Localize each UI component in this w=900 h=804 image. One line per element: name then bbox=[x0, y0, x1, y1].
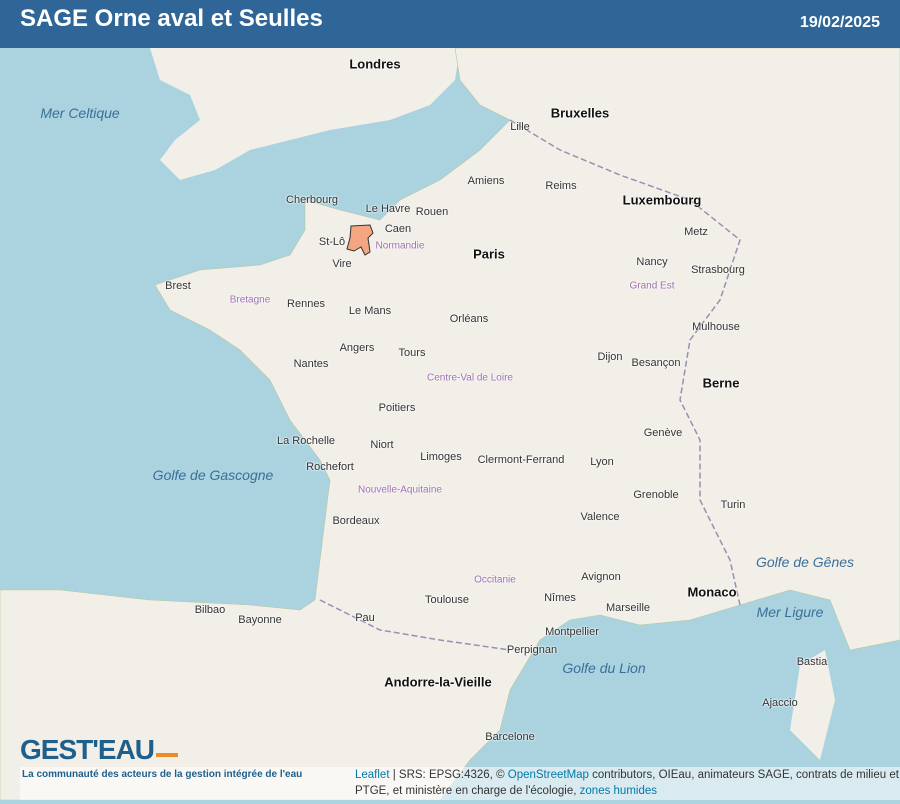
city-label: Nantes bbox=[293, 358, 329, 370]
map-canvas[interactable]: Londres Paris Bruxelles Luxembourg Le Havre R… bbox=[0, 47, 900, 801]
city-label: Amiens bbox=[467, 175, 505, 187]
city-label: Genève bbox=[643, 427, 683, 439]
city-label: Luxembourg bbox=[622, 192, 702, 208]
sea-label: Golfe de Gênes bbox=[755, 554, 855, 570]
city-label: Vire bbox=[332, 258, 352, 270]
logo-text: GEST'EAU bbox=[20, 734, 155, 765]
city-label: Rennes bbox=[287, 298, 325, 310]
city-label: Berne bbox=[702, 375, 740, 391]
city-label: Barcelone bbox=[485, 731, 535, 743]
attribution-text: contributors, OIEau, animateurs SAGE, co… bbox=[355, 769, 899, 797]
city-label: St-Lô bbox=[318, 236, 346, 248]
city-label: Bordeaux bbox=[332, 515, 380, 527]
city-label: Strasbourg bbox=[691, 264, 745, 276]
logo-dash bbox=[156, 752, 179, 757]
city-label: Dijon bbox=[597, 351, 623, 363]
city-label: La Rochelle bbox=[276, 435, 336, 447]
city-label: Metz bbox=[684, 226, 708, 238]
sea-label: Golfe du Lion bbox=[562, 660, 646, 676]
city-label: Perpignan bbox=[506, 644, 558, 656]
gesteau-logo: GEST'EAU bbox=[20, 734, 179, 766]
city-label: Andorre-la-Vieille bbox=[384, 674, 492, 690]
city-label: Clermont-Ferrand bbox=[477, 454, 565, 466]
city-label: Mulhouse bbox=[692, 321, 740, 333]
region-label: Normandie bbox=[375, 240, 425, 252]
city-label: Nancy bbox=[636, 256, 668, 268]
city-label: Caen bbox=[384, 223, 412, 235]
city-label: Le Mans bbox=[348, 305, 392, 317]
region-label: Nouvelle-Aquitaine bbox=[358, 484, 442, 496]
city-label: Turin bbox=[720, 499, 746, 511]
city-label: Nîmes bbox=[544, 592, 576, 604]
map-attribution: Leaflet | SRS: EPSG:4326, © OpenStreetMa… bbox=[20, 767, 900, 800]
city-label: Bruxelles bbox=[550, 105, 610, 121]
logo-tagline: La communauté des acteurs de la gestion … bbox=[22, 769, 303, 780]
continent-land bbox=[0, 47, 900, 801]
city-label: Poitiers bbox=[378, 402, 416, 414]
city-label: Montpellier bbox=[545, 626, 599, 638]
city-label: Ajaccio bbox=[762, 697, 798, 709]
sea-label: Golfe de Gascogne bbox=[152, 467, 274, 483]
city-label: Bilbao bbox=[194, 604, 226, 616]
corsica-land bbox=[790, 650, 835, 760]
city-label: Bastia bbox=[796, 656, 828, 668]
city-label: Toulouse bbox=[424, 594, 470, 606]
city-label: Lille bbox=[510, 121, 530, 133]
osm-link[interactable]: OpenStreetMap bbox=[507, 769, 589, 781]
date-label: 19/02/2025 bbox=[799, 14, 880, 31]
city-label: Grenoble bbox=[633, 489, 679, 501]
map-base bbox=[0, 47, 900, 801]
city-label: Rouen bbox=[415, 206, 449, 218]
city-label: Tours bbox=[398, 347, 426, 359]
page-title: SAGE Orne aval et Seulles bbox=[20, 5, 323, 32]
region-label: Grand Est bbox=[629, 280, 675, 292]
city-label: Limoges bbox=[420, 451, 462, 463]
city-label: Rochefort bbox=[306, 461, 354, 473]
city-label: Avignon bbox=[581, 571, 621, 583]
city-label: Valence bbox=[580, 511, 620, 523]
city-label: Le Havre bbox=[365, 203, 411, 215]
great-britain-land bbox=[150, 48, 460, 180]
city-label: Monaco bbox=[687, 584, 737, 600]
france-border bbox=[319, 119, 741, 651]
sea-label: Mer Celtique bbox=[40, 105, 120, 121]
region-label: Bretagne bbox=[229, 294, 271, 306]
city-label: Pau bbox=[355, 612, 375, 624]
city-label: Besançon bbox=[631, 357, 681, 369]
city-label: Brest bbox=[165, 280, 191, 292]
srs-text: | SRS: EPSG:4326, © bbox=[389, 769, 508, 781]
city-label: Orléans bbox=[449, 313, 489, 325]
city-label: Niort bbox=[370, 439, 394, 451]
city-label: Angers bbox=[339, 342, 375, 354]
city-label: Londres bbox=[349, 56, 401, 72]
sage-orne-aval-seulles[interactable] bbox=[346, 224, 374, 256]
city-label: Lyon bbox=[590, 456, 614, 468]
zones-humides-link[interactable]: zones humides bbox=[579, 785, 658, 797]
city-label: Marseille bbox=[605, 602, 651, 614]
city-label: Paris bbox=[473, 246, 505, 262]
region-label: Occitanie bbox=[474, 574, 516, 586]
sea-label: Mer Ligure bbox=[756, 604, 824, 620]
header-bar: SAGE Orne aval et Seulles 19/02/2025 bbox=[0, 0, 900, 48]
city-label: Cherbourg bbox=[286, 194, 338, 206]
region-label: Centre-Val de Loire bbox=[427, 372, 513, 384]
city-label: Reims bbox=[545, 180, 577, 192]
city-label: Bayonne bbox=[238, 614, 282, 626]
leaflet-link[interactable]: Leaflet bbox=[355, 769, 390, 781]
